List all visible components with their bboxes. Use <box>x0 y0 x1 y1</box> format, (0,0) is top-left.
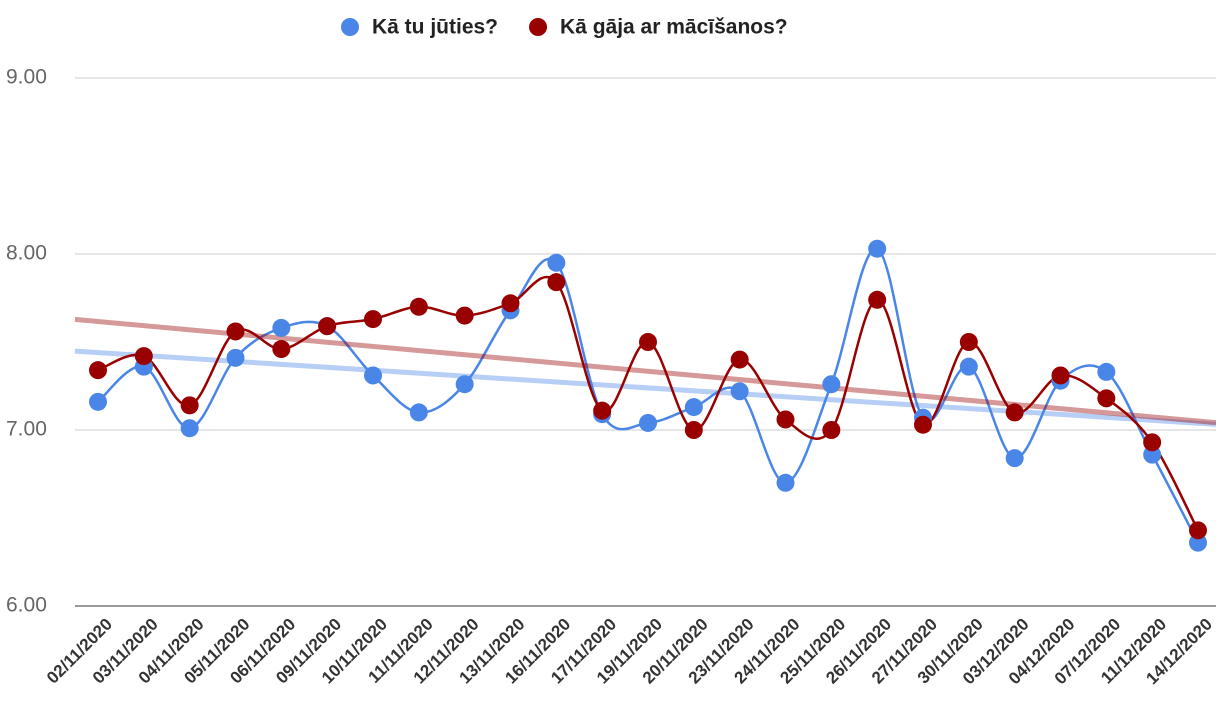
data-point <box>639 333 657 351</box>
data-point <box>1097 362 1116 381</box>
data-point <box>868 239 887 258</box>
data-point <box>914 415 932 434</box>
legend-marker <box>341 18 359 36</box>
data-point <box>1189 521 1207 540</box>
data-point <box>1005 449 1024 468</box>
data-point <box>409 297 428 316</box>
data-point <box>226 348 245 367</box>
data-point <box>134 347 153 366</box>
data-point <box>822 421 841 439</box>
y-tick-label: 9.00 <box>6 66 47 89</box>
data-point <box>684 398 703 417</box>
series-line <box>97 275 1200 531</box>
data-point <box>547 273 566 292</box>
data-point <box>455 306 474 325</box>
data-point <box>1143 433 1162 452</box>
data-point <box>180 419 199 438</box>
legend-item: Kā tu jūties? <box>341 16 498 39</box>
y-tick-label: 8.00 <box>6 242 47 265</box>
legend-label: Kā gāja ar mācīšanos? <box>560 16 788 39</box>
data-point <box>959 357 978 376</box>
data-point <box>776 410 795 429</box>
data-point <box>1005 403 1024 422</box>
legend-label: Kā tu jūties? <box>372 16 498 39</box>
data-point <box>639 413 657 432</box>
data-point <box>180 396 199 415</box>
data-point <box>364 366 382 385</box>
data-point <box>1189 533 1207 552</box>
data-point <box>868 290 887 309</box>
data-point <box>364 310 382 329</box>
trend-line <box>74 348 1216 427</box>
data-point <box>730 382 749 401</box>
y-tick-label: 7.00 <box>6 418 47 441</box>
data-point <box>1097 389 1116 408</box>
legend-marker <box>529 18 548 36</box>
data-point <box>89 361 107 380</box>
data-point <box>226 322 245 341</box>
legend-item: Kā gāja ar mācīšanos? <box>529 16 788 39</box>
data-point <box>89 392 107 411</box>
data-point <box>1051 366 1070 385</box>
data-point <box>959 333 978 351</box>
data-point <box>1143 445 1162 464</box>
series-line <box>97 247 1200 544</box>
data-point <box>409 403 428 422</box>
data-point <box>272 340 291 359</box>
trend-line <box>74 316 1216 426</box>
data-point <box>684 421 703 439</box>
data-point <box>318 317 337 336</box>
data-point <box>822 375 841 394</box>
y-tick-label: 6.00 <box>6 594 47 617</box>
data-point <box>455 375 474 394</box>
data-point <box>593 401 612 420</box>
data-point <box>547 253 566 272</box>
data-point <box>776 473 795 492</box>
data-point <box>501 294 520 313</box>
legend: Kā tu jūties? Kā gāja ar mācīšanos? <box>341 16 788 39</box>
data-point <box>730 350 749 369</box>
data-point <box>272 318 291 337</box>
